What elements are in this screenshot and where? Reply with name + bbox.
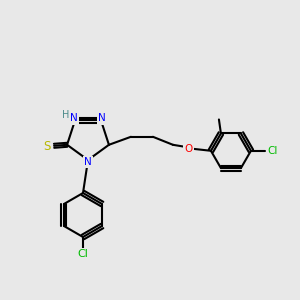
Text: Cl: Cl <box>78 249 88 259</box>
Text: H: H <box>62 110 70 120</box>
Text: Cl: Cl <box>78 249 88 259</box>
Text: Cl: Cl <box>268 146 278 156</box>
Text: S: S <box>44 140 51 153</box>
Text: Cl: Cl <box>268 146 278 156</box>
Text: N: N <box>70 113 78 123</box>
Text: H: H <box>62 110 70 120</box>
Text: N: N <box>84 157 92 167</box>
Text: N: N <box>98 113 106 123</box>
Text: S: S <box>44 140 51 153</box>
Text: N: N <box>70 113 78 123</box>
Text: N: N <box>98 113 106 123</box>
Text: O: O <box>185 144 193 154</box>
Text: O: O <box>185 144 193 154</box>
Text: N: N <box>84 157 92 167</box>
